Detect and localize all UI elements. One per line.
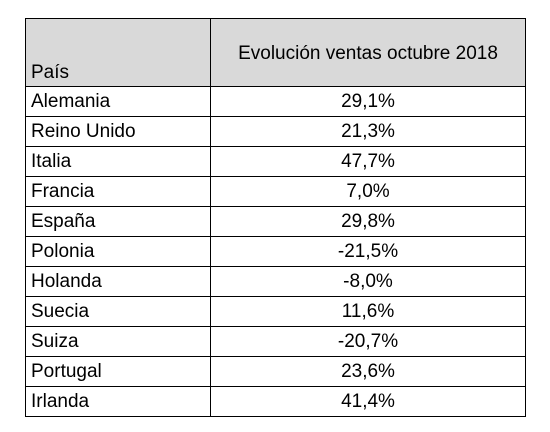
country-cell: Irlanda bbox=[25, 386, 211, 417]
sales-evolution-cell: 7,0% bbox=[210, 176, 526, 207]
country-cell: Suecia bbox=[25, 296, 211, 327]
sales-evolution-cell: 47,7% bbox=[210, 146, 526, 177]
table-row: Italia 47,7% bbox=[25, 146, 526, 177]
sales-evolution-cell: 29,1% bbox=[210, 86, 526, 117]
country-cell: Italia bbox=[25, 146, 211, 177]
country-cell: Holanda bbox=[25, 266, 211, 297]
table-row: Holanda -8,0% bbox=[25, 266, 526, 297]
header-sales-evolution: Evolución ventas octubre 2018 bbox=[210, 18, 526, 87]
table-row: Polonia -21,5% bbox=[25, 236, 526, 267]
country-cell: Polonia bbox=[25, 236, 211, 267]
table-row: España 29,8% bbox=[25, 206, 526, 237]
sales-evolution-cell: 11,6% bbox=[210, 296, 526, 327]
sales-evolution-cell: 21,3% bbox=[210, 116, 526, 147]
sales-evolution-cell: -8,0% bbox=[210, 266, 526, 297]
table-body: Alemania 29,1% Reino Unido 21,3% Italia 47,7%… bbox=[25, 86, 526, 417]
country-cell: Suiza bbox=[25, 326, 211, 357]
sales-evolution-cell: 23,6% bbox=[210, 356, 526, 387]
country-cell: Portugal bbox=[25, 356, 211, 387]
table-row: Alemania 29,1% bbox=[25, 86, 526, 117]
header-row: País Evolución ventas octubre 2018 bbox=[25, 18, 526, 87]
table-row: Reino Unido 21,3% bbox=[25, 116, 526, 147]
sales-evolution-cell: -21,5% bbox=[210, 236, 526, 267]
table-row: Irlanda 41,4% bbox=[25, 386, 526, 417]
sales-evolution-table: País Evolución ventas octubre 2018 Alema… bbox=[25, 18, 526, 417]
header-country: País bbox=[25, 18, 211, 87]
country-cell: Reino Unido bbox=[25, 116, 211, 147]
table-row: Portugal 23,6% bbox=[25, 356, 526, 387]
sales-evolution-cell: 29,8% bbox=[210, 206, 526, 237]
table-row: Suiza -20,7% bbox=[25, 326, 526, 357]
country-cell: Alemania bbox=[25, 86, 211, 117]
sales-evolution-cell: 41,4% bbox=[210, 386, 526, 417]
country-cell: Francia bbox=[25, 176, 211, 207]
table-row: Suecia 11,6% bbox=[25, 296, 526, 327]
table-row: Francia 7,0% bbox=[25, 176, 526, 207]
country-cell: España bbox=[25, 206, 211, 237]
table-header: País Evolución ventas octubre 2018 bbox=[25, 18, 526, 87]
sales-evolution-cell: -20,7% bbox=[210, 326, 526, 357]
